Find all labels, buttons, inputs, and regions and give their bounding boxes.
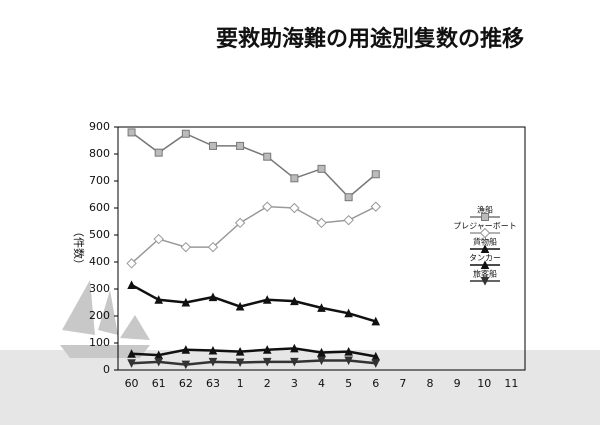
marker [154, 357, 164, 367]
marker [181, 129, 190, 138]
marker [207, 241, 219, 253]
x-tick-label: 7 [399, 377, 406, 390]
marker [127, 280, 136, 289]
x-tick-label: 61 [152, 377, 166, 390]
marker [344, 356, 353, 366]
legend-label: 漁船 [477, 205, 493, 215]
marker [181, 297, 191, 307]
marker [290, 296, 299, 306]
x-tick-label: 60 [125, 377, 139, 390]
marker [316, 217, 327, 229]
marker [479, 227, 491, 239]
x-tick-label: 11 [504, 377, 518, 390]
chart-title: 要救助海難の用途別隻数の推移 [216, 26, 524, 52]
y-tick-label: 200 [89, 309, 110, 322]
marker [480, 260, 490, 269]
y-tick-label: 800 [89, 147, 110, 160]
x-tick-label: 2 [264, 377, 271, 390]
x-tick-label: 10 [477, 377, 491, 390]
marker [126, 258, 137, 269]
series-line [131, 359, 376, 366]
marker [153, 233, 164, 245]
marker [290, 357, 299, 367]
legend-label: タンカー [469, 254, 501, 263]
marker [370, 201, 381, 212]
marker [481, 213, 489, 221]
marker [181, 345, 191, 354]
marker [263, 152, 272, 161]
legend-label: 旅客船 [473, 269, 497, 279]
marker [344, 193, 353, 202]
marker [317, 356, 326, 366]
marker [235, 301, 245, 311]
x-tick-label: 63 [206, 377, 220, 390]
x-tick-label: 3 [291, 377, 298, 390]
marker [344, 308, 353, 318]
marker [154, 148, 163, 157]
series-line [131, 205, 377, 264]
plot-frame [117, 126, 526, 371]
marker [317, 303, 326, 312]
marker [290, 343, 299, 353]
marker [317, 164, 326, 173]
marker [127, 128, 136, 137]
marker [262, 201, 273, 212]
y-tick-label: 100 [89, 336, 110, 349]
marker [371, 170, 380, 179]
marker [236, 141, 245, 150]
marker [289, 202, 300, 214]
marker [290, 174, 299, 183]
marker [234, 217, 246, 229]
marker [262, 357, 272, 367]
marker [127, 359, 136, 368]
x-tick-label: 5 [345, 377, 352, 390]
legend-label: プレジャーボート [453, 222, 517, 231]
y-tick-label: 0 [103, 363, 110, 376]
marker [480, 244, 490, 253]
marker [180, 241, 192, 253]
marker [262, 345, 272, 354]
y-tick-label: 300 [89, 282, 110, 295]
marker [235, 358, 245, 368]
sail-decoration [60, 280, 150, 358]
x-tick-label: 8 [427, 377, 434, 390]
marker [343, 214, 354, 226]
marker [262, 295, 272, 304]
x-tick-label: 9 [454, 377, 461, 390]
y-tick-label: 400 [89, 255, 110, 268]
marker [235, 347, 245, 356]
marker [371, 316, 381, 326]
y-tick-label: 900 [89, 120, 110, 133]
y-tick-label: 500 [89, 228, 110, 241]
x-tick-label: 1 [237, 377, 244, 390]
marker [208, 345, 218, 355]
x-tick-label: 6 [372, 377, 379, 390]
marker [317, 347, 326, 357]
marker [181, 360, 191, 370]
marker [371, 359, 381, 368]
y-tick-label: 600 [89, 201, 110, 214]
x-tick-label: 4 [318, 377, 325, 390]
marker [208, 292, 218, 302]
y-axis-label: （件数） [72, 226, 85, 270]
series-line [131, 347, 376, 358]
y-tick-label: 700 [89, 174, 110, 187]
marker [154, 295, 164, 304]
x-tick-label: 62 [179, 377, 193, 390]
series-line [131, 131, 377, 199]
marker [480, 277, 490, 286]
legend-label: 貨物船 [473, 237, 497, 247]
marker [208, 357, 218, 367]
series-line [130, 283, 377, 323]
marker [344, 347, 353, 356]
marker [127, 349, 136, 358]
marker [208, 141, 217, 150]
